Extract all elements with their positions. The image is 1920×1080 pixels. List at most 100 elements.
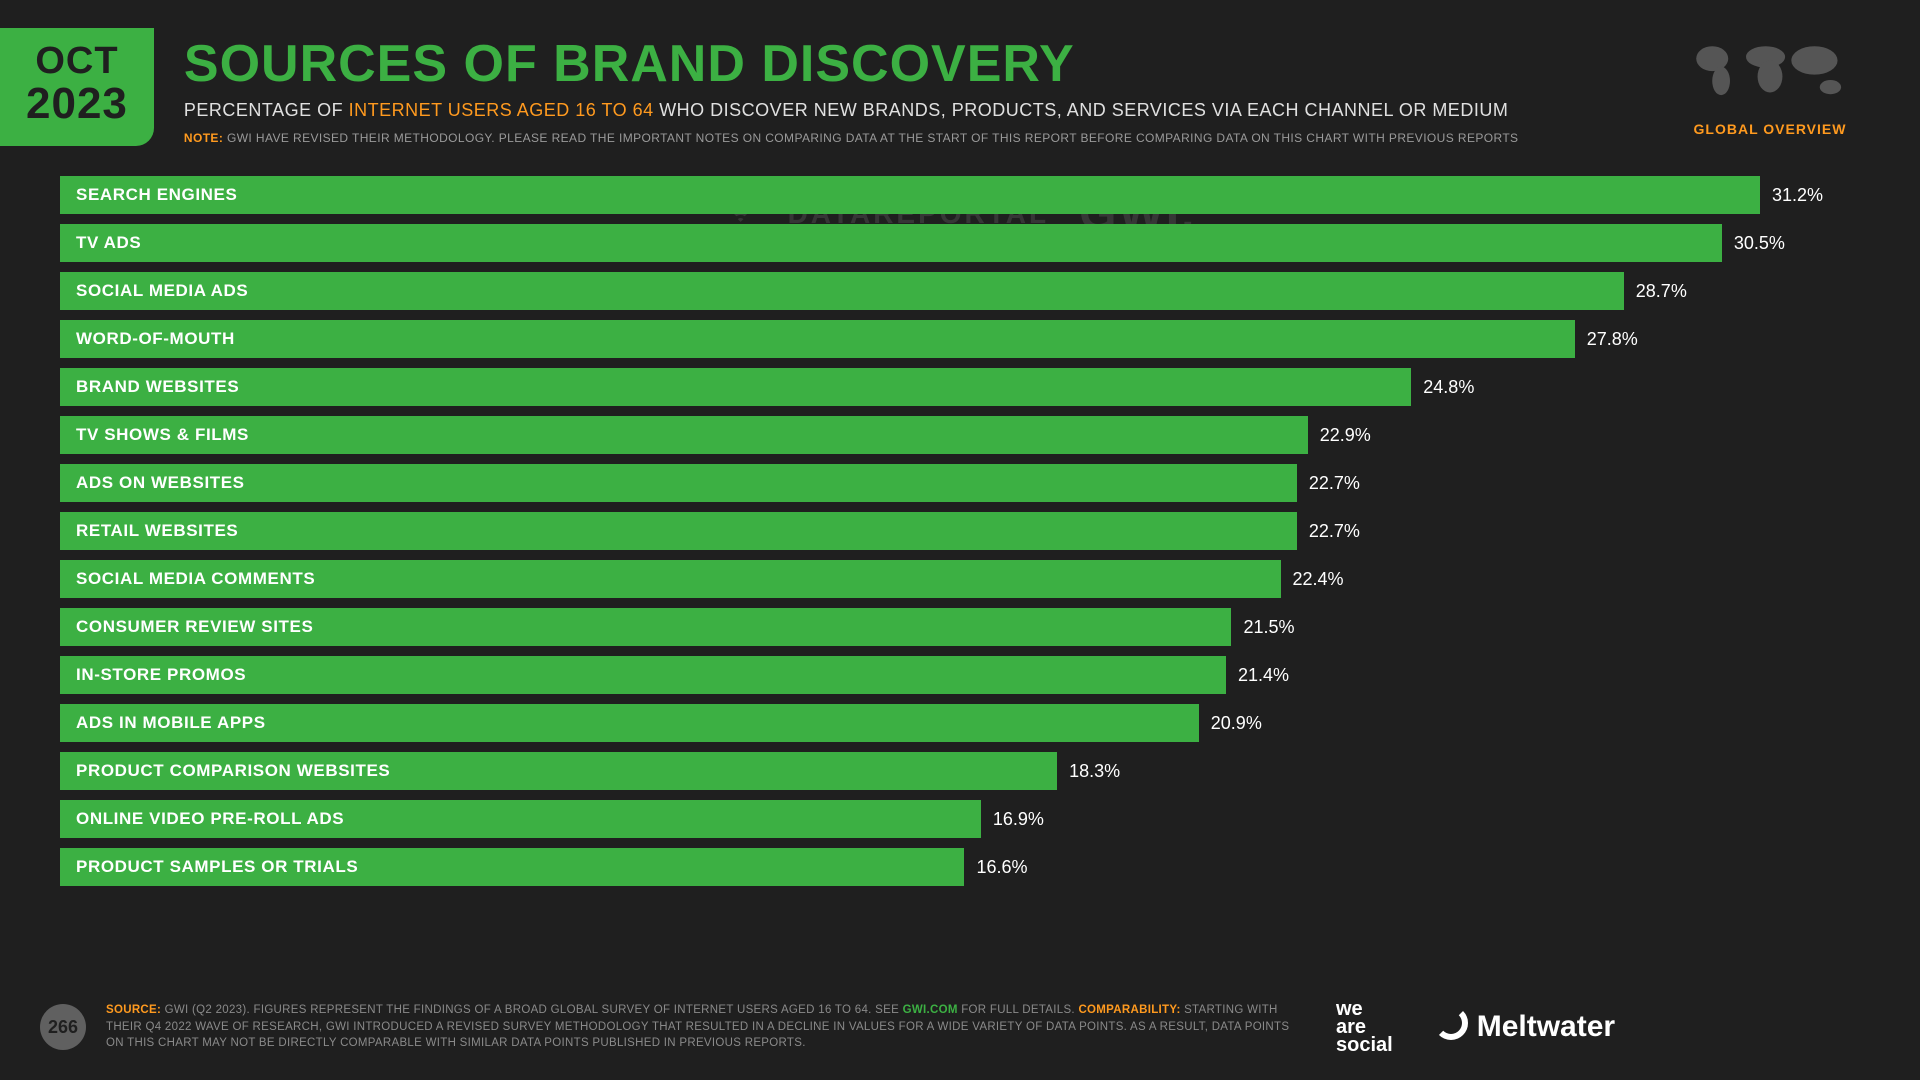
page-title: SOURCES OF BRAND DISCOVERY	[184, 34, 1670, 94]
header: OCT 2023 SOURCES OF BRAND DISCOVERY PERC…	[0, 0, 1920, 146]
logo-meltwater: Meltwater	[1433, 1005, 1615, 1049]
source-link: GWI.COM	[903, 1004, 958, 1016]
bar-value: 30.5%	[1734, 233, 1785, 254]
subtitle: PERCENTAGE OF INTERNET USERS AGED 16 TO …	[184, 100, 1670, 121]
bar-fill: TV SHOWS & FILMS	[60, 416, 1308, 454]
bar-row: BRAND WEBSITES 24.8%	[60, 368, 1860, 406]
bar-row: TV SHOWS & FILMS22.9%	[60, 416, 1860, 454]
globe-label: GLOBAL OVERVIEW	[1670, 121, 1870, 137]
bar-label: BRAND WEBSITES	[76, 377, 239, 397]
date-year: 2023	[26, 82, 128, 126]
bar-row: ADS ON WEBSITES 22.7%	[60, 464, 1860, 502]
source-text: GWI (Q2 2023). FIGURES REPRESENT THE FIN…	[161, 1004, 902, 1016]
bar-row: TV ADS 30.5%	[60, 224, 1860, 262]
world-map-icon	[1680, 32, 1860, 112]
subtitle-highlight: INTERNET USERS AGED 16 TO 64	[349, 100, 654, 120]
bar-label: ONLINE VIDEO PRE-ROLL ADS	[76, 809, 344, 829]
bar-track: PRODUCT SAMPLES OR TRIALS	[60, 848, 964, 886]
bar-fill: WORD-OF-MOUTH	[60, 320, 1575, 358]
bar-row: PRODUCT SAMPLES OR TRIALS16.6%	[60, 848, 1860, 886]
page-number: 266	[40, 1004, 86, 1050]
subtitle-post: WHO DISCOVER NEW BRANDS, PRODUCTS, AND S…	[654, 100, 1509, 120]
bar-track: BRAND WEBSITES	[60, 368, 1411, 406]
note-label: NOTE:	[184, 131, 223, 145]
bar-fill: PRODUCT SAMPLES OR TRIALS	[60, 848, 964, 886]
bar-fill: IN-STORE PROMOS	[60, 656, 1226, 694]
bar-fill: SEARCH ENGINES	[60, 176, 1760, 214]
bar-fill: PRODUCT COMPARISON WEBSITES	[60, 752, 1057, 790]
source-text2: FOR FULL DETAILS.	[958, 1004, 1079, 1016]
bars-container: SEARCH ENGINES 31.2% TV ADS 30.5% SOCIAL MED…	[60, 176, 1860, 886]
meltwater-icon	[1433, 1005, 1469, 1049]
bar-value: 22.7%	[1309, 521, 1360, 542]
bar-value: 16.9%	[993, 809, 1044, 830]
bar-value: 18.3%	[1069, 761, 1120, 782]
logo-was-3: social	[1336, 1036, 1393, 1054]
bar-row: ONLINE VIDEO PRE-ROLL ADS 16.9%	[60, 800, 1860, 838]
bar-row: RETAIL WEBSITES 22.7%	[60, 512, 1860, 550]
bar-track: TV SHOWS & FILMS	[60, 416, 1308, 454]
bar-track: SEARCH ENGINES	[60, 176, 1760, 214]
bar-label: CONSUMER REVIEW SITES	[76, 617, 313, 637]
bar-track: WORD-OF-MOUTH	[60, 320, 1575, 358]
bar-track: SOCIAL MEDIA ADS	[60, 272, 1624, 310]
bar-row: ADS IN MOBILE APPS 20.9%	[60, 704, 1860, 742]
bar-label: ADS IN MOBILE APPS	[76, 713, 266, 733]
meltwater-text: Meltwater	[1477, 1010, 1615, 1044]
note: NOTE: GWI HAVE REVISED THEIR METHODOLOGY…	[184, 131, 1670, 145]
bar-row: IN-STORE PROMOS 21.4%	[60, 656, 1860, 694]
note-text: GWI HAVE REVISED THEIR METHODOLOGY. PLEA…	[223, 131, 1518, 145]
bar-row: WORD-OF-MOUTH 27.8%	[60, 320, 1860, 358]
source-label: SOURCE:	[106, 1004, 161, 1016]
bar-fill: ADS ON WEBSITES	[60, 464, 1297, 502]
bar-value: 24.8%	[1423, 377, 1474, 398]
bar-track: PRODUCT COMPARISON WEBSITES	[60, 752, 1057, 790]
bar-fill: RETAIL WEBSITES	[60, 512, 1297, 550]
bar-track: CONSUMER REVIEW SITES	[60, 608, 1231, 646]
footer: 266 SOURCE: GWI (Q2 2023). FIGURES REPRE…	[0, 1000, 1920, 1054]
chart-area: DATAREPORTAL GWI. SEARCH ENGINES31.2%TV …	[0, 146, 1920, 886]
bar-track: SOCIAL MEDIA COMMENTS	[60, 560, 1281, 598]
bar-value: 28.7%	[1636, 281, 1687, 302]
bar-label: SOCIAL MEDIA COMMENTS	[76, 569, 315, 589]
bar-label: SOCIAL MEDIA ADS	[76, 281, 248, 301]
bar-fill: TV ADS	[60, 224, 1722, 262]
bar-label: PRODUCT COMPARISON WEBSITES	[76, 761, 390, 781]
bar-track: ADS ON WEBSITES	[60, 464, 1297, 502]
bar-track: ONLINE VIDEO PRE-ROLL ADS	[60, 800, 981, 838]
date-badge: OCT 2023	[0, 28, 154, 146]
bar-fill: BRAND WEBSITES	[60, 368, 1411, 406]
bar-value: 22.7%	[1309, 473, 1360, 494]
bar-label: TV ADS	[76, 233, 141, 253]
bar-row: PRODUCT COMPARISON WEBSITES 18.3%	[60, 752, 1860, 790]
bar-row: SOCIAL MEDIA COMMENTS 22.4%	[60, 560, 1860, 598]
subtitle-pre: PERCENTAGE OF	[184, 100, 349, 120]
bar-track: ADS IN MOBILE APPS	[60, 704, 1199, 742]
logos: we are social Meltwater	[1336, 1000, 1615, 1054]
bar-row: CONSUMER REVIEW SITES 21.5%	[60, 608, 1860, 646]
bar-label: ADS ON WEBSITES	[76, 473, 245, 493]
bar-label: IN-STORE PROMOS	[76, 665, 246, 685]
bar-track: RETAIL WEBSITES	[60, 512, 1297, 550]
bar-fill: SOCIAL MEDIA ADS	[60, 272, 1624, 310]
footer-text: SOURCE: GWI (Q2 2023). FIGURES REPRESENT…	[106, 1002, 1306, 1052]
date-month: OCT	[26, 42, 128, 80]
bar-value: 21.4%	[1238, 665, 1289, 686]
bar-label: PRODUCT SAMPLES OR TRIALS	[76, 857, 358, 877]
globe-block: GLOBAL OVERVIEW	[1670, 28, 1870, 137]
bar-track: TV ADS	[60, 224, 1722, 262]
bar-label: TV SHOWS & FILMS	[76, 425, 249, 445]
bar-fill: ADS IN MOBILE APPS	[60, 704, 1199, 742]
bar-row: SEARCH ENGINES 31.2%	[60, 176, 1860, 214]
bar-label: RETAIL WEBSITES	[76, 521, 238, 541]
bar-row: SOCIAL MEDIA ADS 28.7%	[60, 272, 1860, 310]
bar-value: 21.5%	[1243, 617, 1294, 638]
comp-label: COMPARABILITY:	[1078, 1004, 1180, 1016]
bar-value: 22.4%	[1293, 569, 1344, 590]
bar-value: 27.8%	[1587, 329, 1638, 350]
title-block: SOURCES OF BRAND DISCOVERY PERCENTAGE OF…	[184, 28, 1670, 145]
bar-value: 20.9%	[1211, 713, 1262, 734]
bar-track: IN-STORE PROMOS	[60, 656, 1226, 694]
bar-fill: ONLINE VIDEO PRE-ROLL ADS	[60, 800, 981, 838]
bar-value: 31.2%	[1772, 185, 1823, 206]
